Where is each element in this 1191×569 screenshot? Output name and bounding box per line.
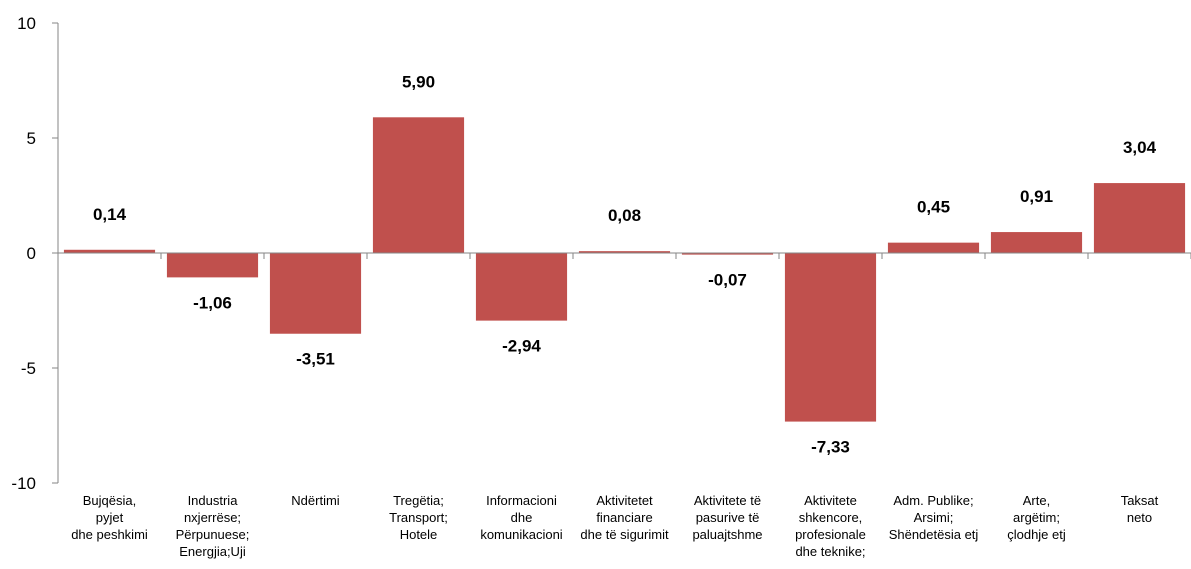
category-label-line: financiare xyxy=(596,510,652,525)
category-label-line: dhe teknike; xyxy=(795,544,865,559)
data-label: 0,08 xyxy=(608,206,641,225)
category-label-line: Hotele xyxy=(400,527,438,542)
category-label-line: Përpunuese; xyxy=(176,527,250,542)
data-label: 0,91 xyxy=(1020,187,1053,206)
category-label-line: Bujqësia, xyxy=(83,493,136,508)
category-label: Aktivitetet financiare dhe të sigurimit xyxy=(580,493,669,542)
category-label: Aktivitete shkencore, profesionale dhe tekn… xyxy=(795,493,866,559)
category-label: Ndërtimi xyxy=(291,493,340,508)
bar xyxy=(166,253,259,278)
category-label-line: dhe të sigurimit xyxy=(580,527,669,542)
category-label-line: Energjia;Uji xyxy=(179,544,246,559)
category-label: Industria nxjerrëse; Përpunuese; Energjia;U… xyxy=(176,493,250,559)
category-label-line: Arsimi; xyxy=(914,510,954,525)
category-label-line: shkencore, xyxy=(799,510,863,525)
category-label: Arte, argëtim; çlodhje etj xyxy=(1007,493,1066,542)
data-label: -7,33 xyxy=(811,438,850,457)
category-label-line: çlodhje etj xyxy=(1007,527,1066,542)
category-label-line: Taksat xyxy=(1121,493,1159,508)
category-label-line: pyjet xyxy=(96,510,124,525)
category-label: Adm. Publike; Arsimi; Shëndetësia etj xyxy=(889,493,979,542)
x-axis xyxy=(57,252,1191,259)
category-label-line: Ndërtimi xyxy=(291,493,340,508)
category-label: Tregëtia; Transport; Hotele xyxy=(389,493,448,542)
category-label-line: profesionale xyxy=(795,527,866,542)
category-label-line: pasurive të xyxy=(696,510,760,525)
category-label-line: Adm. Publike; xyxy=(893,493,973,508)
data-label: -2,94 xyxy=(502,337,541,356)
y-tick-label: 10 xyxy=(17,14,36,33)
bar xyxy=(887,242,980,253)
data-labels: 0,14 -1,06 -3,51 5,90 -2,94 0,08 -0,07 -7,33 0,4… xyxy=(93,72,1157,456)
category-label-line: Aktivitete xyxy=(804,493,857,508)
data-label: 0,45 xyxy=(917,198,950,217)
bar xyxy=(1093,183,1186,253)
data-label: -0,07 xyxy=(708,271,747,290)
category-label-line: Tregëtia; xyxy=(393,493,444,508)
data-label: -3,51 xyxy=(296,350,335,369)
category-label-line: Shëndetësia etj xyxy=(889,527,979,542)
bar xyxy=(372,117,465,253)
category-label-line: dhe xyxy=(511,510,533,525)
category-label-line: paluajtshme xyxy=(692,527,762,542)
category-label: Taksat neto xyxy=(1121,493,1159,525)
bar xyxy=(681,253,774,255)
data-label: 0,14 xyxy=(93,205,127,224)
category-labels: Bujqësia, pyjet dhe peshkimi Industria nxjer… xyxy=(71,493,1158,559)
category-label-line: komunikacioni xyxy=(480,527,562,542)
category-label: Informacioni dhe komunikacioni xyxy=(480,493,562,542)
bar xyxy=(63,249,156,253)
category-label-line: nxjerrëse; xyxy=(184,510,241,525)
data-label: 5,90 xyxy=(402,72,435,91)
category-label-line: Transport; xyxy=(389,510,448,525)
data-label: 3,04 xyxy=(1123,138,1157,157)
y-axis: 10 5 0 -5 -10 xyxy=(11,14,59,493)
bar xyxy=(475,253,568,321)
y-tick-label: 5 xyxy=(27,129,36,148)
category-label-line: Aktivitetet xyxy=(596,493,653,508)
category-label-line: dhe peshkimi xyxy=(71,527,148,542)
category-label: Aktivitete të pasurive të paluajtshme xyxy=(692,493,762,542)
category-label-line: Aktivitete të xyxy=(694,493,761,508)
bar xyxy=(990,232,1083,253)
bar xyxy=(784,253,877,422)
data-label: -1,06 xyxy=(193,293,232,312)
category-label-line: neto xyxy=(1127,510,1152,525)
bar xyxy=(578,251,671,253)
bars xyxy=(63,117,1186,422)
category-label-line: Industria xyxy=(188,493,239,508)
category-label-line: Arte, xyxy=(1023,493,1050,508)
y-tick-label: -10 xyxy=(11,474,36,493)
category-label-line: argëtim; xyxy=(1013,510,1060,525)
category-label: Bujqësia, pyjet dhe peshkimi xyxy=(71,493,148,542)
y-tick-label: 0 xyxy=(27,244,36,263)
y-tick-label: -5 xyxy=(21,359,36,378)
bar xyxy=(269,253,362,334)
category-label-line: Informacioni xyxy=(486,493,557,508)
